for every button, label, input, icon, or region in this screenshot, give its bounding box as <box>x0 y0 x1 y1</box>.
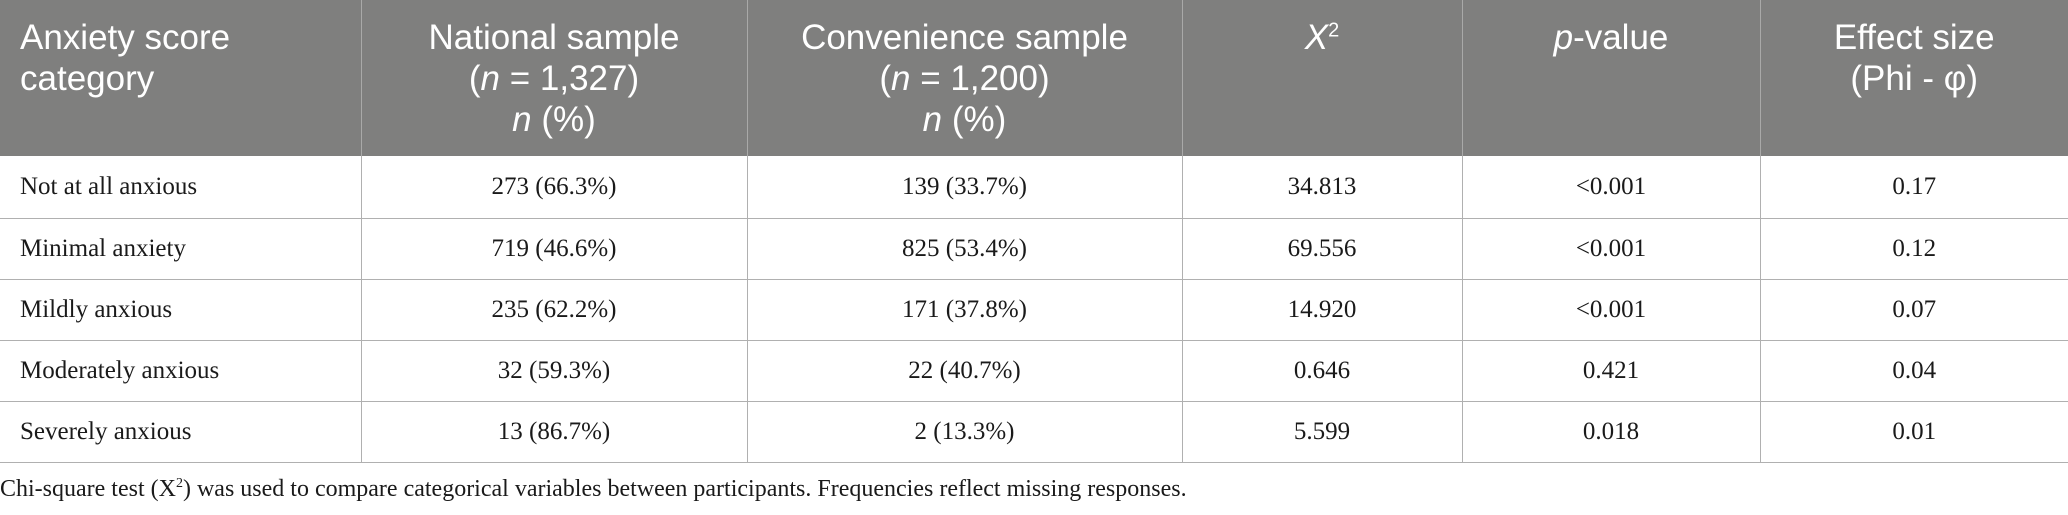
cell-effect-size: 0.17 <box>1892 172 1937 200</box>
header-national-title: National sample <box>428 18 680 57</box>
header-convenience-pct: n (%) <box>764 99 1166 140</box>
header-chi-square: X2 <box>1182 0 1463 156</box>
header-convenience-n-label: n <box>891 59 911 98</box>
cell-convenience: 171 (37.8%) <box>747 279 1183 340</box>
header-category: Anxiety score category <box>0 0 362 156</box>
header-effect-size: Effect size (Phi - φ) <box>1760 0 2068 156</box>
header-national-pct: n (%) <box>378 99 731 140</box>
header-national-n: (n = 1,327) <box>468 59 640 98</box>
cell-chi-square: 14.920 <box>1182 279 1463 340</box>
cell-convenience: 2 (13.3%) <box>747 401 1183 462</box>
cell-effect-size: 0.04 <box>1892 356 1937 384</box>
cell-pvalue: <0.001 <box>1462 156 1761 218</box>
cell-category: Minimal anxiety <box>0 218 362 279</box>
header-effect-line1: Effect size <box>1833 18 1995 57</box>
cell-chi-square: 5.599 <box>1182 401 1463 462</box>
cell-chi-square: 69.556 <box>1182 218 1463 279</box>
cell-chi-square: 34.813 <box>1182 156 1463 218</box>
cell-national: 273 (66.3%) <box>361 156 748 218</box>
cell-category: Not at all anxious <box>0 156 362 218</box>
cell-chi-square: 0.646 <box>1182 340 1463 401</box>
header-category-line2: category <box>20 59 155 98</box>
header-chi-sup: 2 <box>1328 19 1340 42</box>
header-convenience-n: (n = 1,200) <box>879 59 1050 98</box>
cell-national: 719 (46.6%) <box>361 218 748 279</box>
cell-national: 32 (59.3%) <box>361 340 748 401</box>
header-category-line1: Anxiety score <box>20 18 231 57</box>
table-row: Severely anxious 13 (86.7%) 2 (13.3%) 5.599… <box>0 401 2068 462</box>
table-row: Mildly anxious 235 (62.2%) 171 (37.8%) 14.9… <box>0 279 2068 340</box>
cell-national: 235 (62.2%) <box>361 279 748 340</box>
table-body: Not at all anxious 273 (66.3%) 139 (33.7%)… <box>0 156 2068 462</box>
header-convenience: Convenience sample (n = 1,200) n (%) <box>747 0 1183 156</box>
header-pvalue-p: p <box>1553 18 1574 57</box>
cell-pvalue: 0.421 <box>1462 340 1761 401</box>
header-national-pct-n: n <box>512 100 532 139</box>
table-footnote: Chi-square test (X2) was used to compare… <box>0 476 1187 503</box>
cell-category: Severely anxious <box>0 401 362 462</box>
cell-pvalue: 0.018 <box>1462 401 1761 462</box>
header-row: Anxiety score category National sample (… <box>0 0 2068 156</box>
header-national-n-value: = 1,327) <box>509 59 640 98</box>
header-chi-symbol: X <box>1304 18 1329 57</box>
cell-category: Mildly anxious <box>0 279 362 340</box>
cell-effect-size: 0.01 <box>1892 417 1937 445</box>
table-row: Moderately anxious 32 (59.3%) 22 (40.7%) 0.… <box>0 340 2068 401</box>
cell-pvalue: <0.001 <box>1462 218 1761 279</box>
cell-convenience: 139 (33.7%) <box>747 156 1183 218</box>
table-header: Anxiety score category National sample (… <box>0 0 2068 156</box>
header-pvalue: p-value <box>1462 0 1761 156</box>
footnote-after: ) was used to compare categorical variab… <box>182 476 1187 502</box>
table-row: Minimal anxiety 719 (46.6%) 825 (53.4%) 69.… <box>0 218 2068 279</box>
footnote-sup: 2 <box>175 476 183 491</box>
header-effect-line2: (Phi - φ) <box>1850 59 1979 98</box>
cell-pvalue: <0.001 <box>1462 279 1761 340</box>
table-row: Not at all anxious 273 (66.3%) 139 (33.7%)… <box>0 156 2068 218</box>
header-national-n-label: n <box>480 59 500 98</box>
results-table-container: Anxiety score category National sample (… <box>0 0 2068 462</box>
cell-category: Moderately anxious <box>0 340 362 401</box>
footnote-before: Chi-square test (X <box>0 476 176 502</box>
cell-national: 13 (86.7%) <box>361 401 748 462</box>
cell-convenience: 825 (53.4%) <box>747 218 1183 279</box>
cell-convenience: 22 (40.7%) <box>747 340 1183 401</box>
header-convenience-pct-label: (%) <box>951 100 1007 139</box>
cell-effect-size: 0.12 <box>1892 234 1937 262</box>
anxiety-comparison-table: Anxiety score category National sample (… <box>0 0 2068 462</box>
header-pvalue-rest: -value <box>1573 18 1669 57</box>
header-convenience-title: Convenience sample <box>801 18 1128 57</box>
cell-effect-size: 0.07 <box>1892 295 1937 323</box>
header-national-pct-label: (%) <box>541 100 596 139</box>
header-convenience-pct-n: n <box>922 100 943 139</box>
header-national: National sample (n = 1,327) n (%) <box>361 0 748 156</box>
header-convenience-n-value: = 1,200) <box>920 59 1050 98</box>
